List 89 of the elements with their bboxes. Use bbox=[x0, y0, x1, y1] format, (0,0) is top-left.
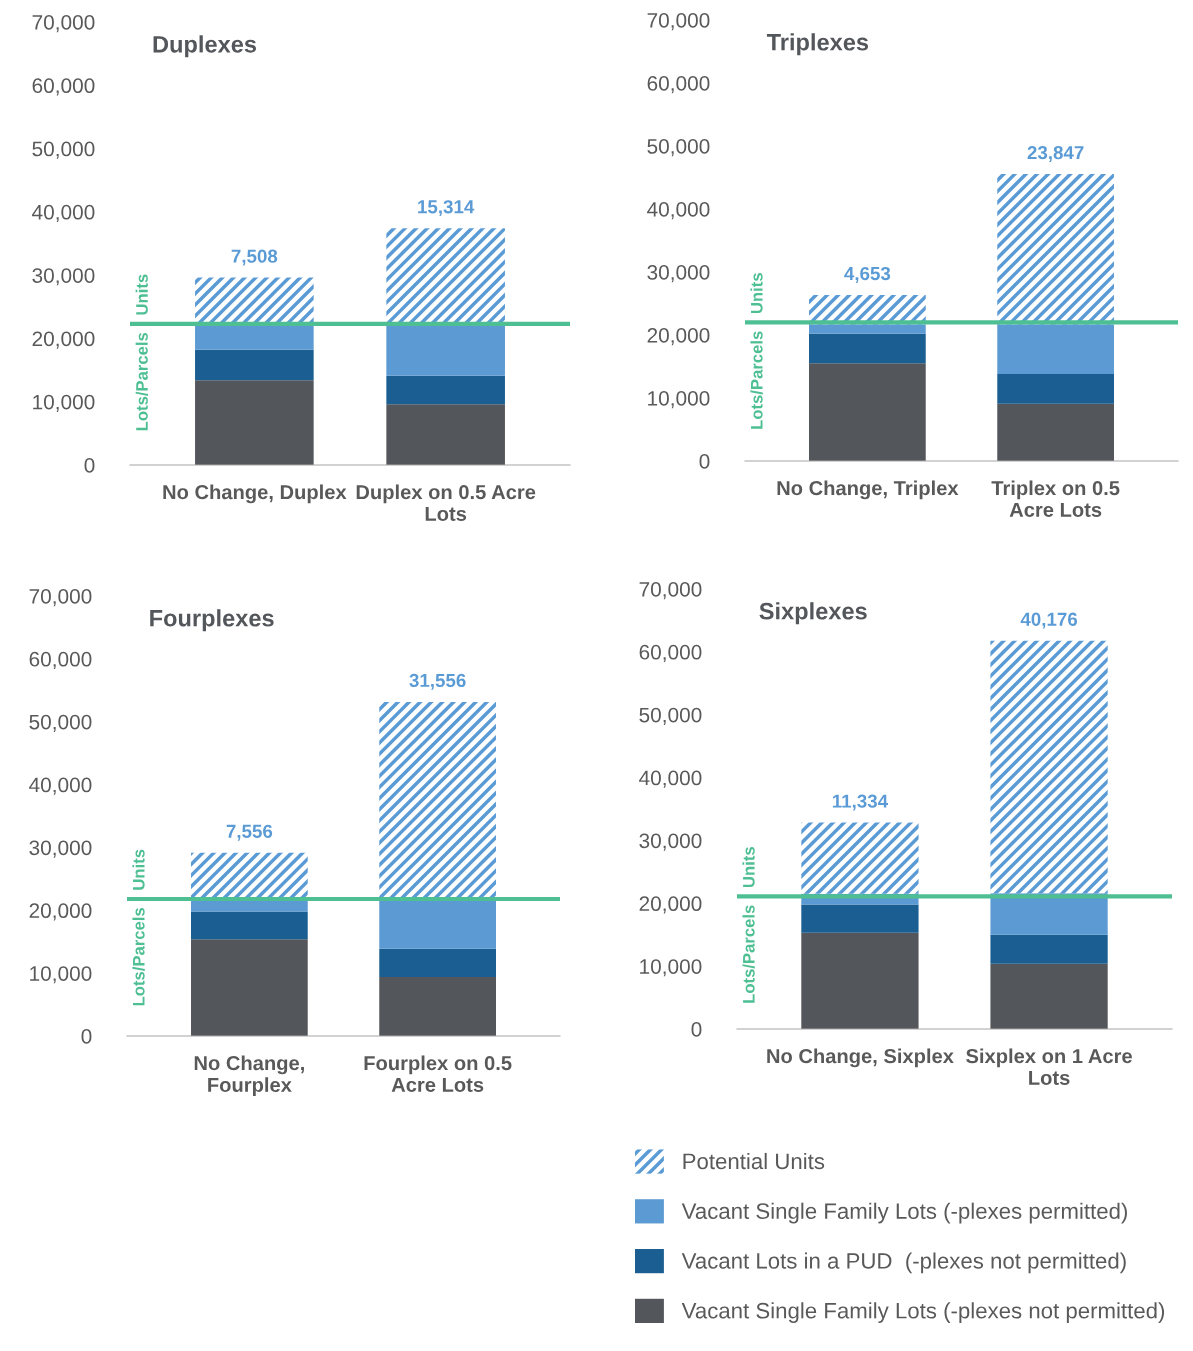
bar bbox=[379, 976, 496, 1036]
y-tick-label: 0 bbox=[81, 1029, 92, 1044]
bar bbox=[379, 948, 496, 977]
y-tick-label: 0 bbox=[691, 1022, 702, 1037]
data-label: 23,847 bbox=[1027, 145, 1084, 162]
y-tick-label: 20,000 bbox=[639, 896, 702, 914]
y-tick-label: 50,000 bbox=[29, 714, 92, 732]
bar bbox=[801, 904, 919, 933]
bar bbox=[990, 893, 1108, 935]
y-tick-label: 60,000 bbox=[29, 651, 92, 670]
bar bbox=[997, 374, 1114, 404]
y-tick-label: 50,000 bbox=[639, 707, 702, 725]
bar bbox=[191, 939, 308, 1036]
bar bbox=[191, 911, 308, 940]
y-tick-label: 30,000 bbox=[29, 840, 92, 858]
x-tick-label: No Change, Fourplex bbox=[194, 1055, 304, 1096]
y-tick-label: 70,000 bbox=[639, 582, 702, 600]
y-tick-label: 20,000 bbox=[647, 328, 710, 346]
bar bbox=[990, 640, 1108, 894]
y-tick-label: 60,000 bbox=[647, 76, 710, 94]
y-tick-label: 40,000 bbox=[32, 204, 95, 223]
chart-title: Sixplexes bbox=[759, 602, 867, 625]
bar bbox=[809, 363, 926, 461]
chart-title: Duplexes bbox=[153, 35, 257, 58]
y-tick-label: 0 bbox=[699, 454, 710, 469]
data-label: 15,314 bbox=[418, 200, 475, 217]
y-tick-label: 10,000 bbox=[33, 394, 95, 412]
data-label: 31,556 bbox=[409, 673, 466, 690]
x-tick-label: Fourplex on 0.5 Acre Lots bbox=[364, 1055, 512, 1092]
data-label: 7,508 bbox=[231, 249, 278, 266]
bar bbox=[997, 403, 1114, 461]
y-tick-label: 0 bbox=[84, 458, 95, 473]
legend-label: Vacant Lots in a PUD (-plexes not permitted) bbox=[681, 1252, 1126, 1274]
annotation: Units bbox=[750, 273, 763, 314]
data-label: 4,653 bbox=[844, 266, 891, 283]
bar bbox=[809, 333, 926, 364]
bar bbox=[195, 349, 314, 381]
x-tick-label: Sixplex on 1 Acre Lots bbox=[966, 1048, 1132, 1085]
y-tick-label: 30,000 bbox=[647, 265, 710, 283]
bar bbox=[386, 404, 505, 465]
y-tick-label: 50,000 bbox=[32, 141, 95, 159]
bar bbox=[990, 963, 1108, 1029]
bar bbox=[801, 822, 919, 894]
y-tick-label: 40,000 bbox=[639, 770, 702, 788]
y-tick-label: 20,000 bbox=[32, 331, 95, 349]
bar bbox=[195, 325, 314, 350]
bar bbox=[809, 324, 926, 334]
bar bbox=[195, 380, 314, 465]
y-tick-label: 60,000 bbox=[32, 78, 95, 96]
y-tick-label: 70,000 bbox=[29, 589, 92, 607]
legend-label: Vacant Single Family Lots (-plexes not permitted) bbox=[681, 1302, 1165, 1323]
x-tick-label: No Change, Duplex bbox=[163, 484, 347, 504]
data-label: 40,176 bbox=[1020, 612, 1078, 629]
annotation: Units bbox=[132, 849, 145, 890]
annotation: Lots/Parcels bbox=[742, 905, 755, 1003]
bar bbox=[997, 324, 1114, 375]
legend-label: Potential Units bbox=[683, 1152, 825, 1170]
y-tick-label: 50,000 bbox=[647, 139, 710, 157]
annotation: Units bbox=[135, 274, 148, 315]
annotation: Units bbox=[742, 847, 755, 888]
y-tick-label: 70,000 bbox=[647, 13, 710, 31]
chart-title: Triplexes bbox=[766, 33, 869, 56]
x-tick-label: No Change, Sixplex bbox=[767, 1048, 954, 1068]
legend-label: Vacant Single Family Lots (-plexes permitted) bbox=[681, 1202, 1127, 1224]
x-tick-label: Triplex on 0.5 Acre Lots bbox=[991, 480, 1120, 517]
x-tick-label: No Change, Triplex bbox=[777, 480, 959, 500]
annotation: Lots/Parcels bbox=[135, 332, 149, 431]
y-tick-label: 10,000 bbox=[30, 966, 92, 984]
bar bbox=[990, 934, 1108, 964]
y-tick-label: 30,000 bbox=[639, 833, 702, 851]
y-tick-label: 60,000 bbox=[639, 644, 702, 663]
data-label: 7,556 bbox=[226, 824, 273, 841]
y-tick-label: 20,000 bbox=[29, 903, 92, 921]
y-tick-label: 30,000 bbox=[32, 268, 95, 286]
bar bbox=[801, 932, 919, 1029]
data-label: 11,334 bbox=[832, 794, 888, 811]
y-tick-label: 10,000 bbox=[640, 959, 702, 977]
annotation: Lots/Parcels bbox=[750, 331, 763, 429]
x-tick-label: Duplex on 0.5 Acre Lots bbox=[356, 484, 536, 521]
y-tick-label: 40,000 bbox=[647, 202, 710, 220]
bar bbox=[379, 900, 496, 949]
chart-title: Fourplexes bbox=[150, 609, 274, 632]
bar bbox=[386, 325, 505, 376]
annotation: Lots/Parcels bbox=[132, 907, 145, 1006]
y-tick-label: 70,000 bbox=[32, 15, 95, 33]
y-tick-label: 10,000 bbox=[648, 391, 710, 409]
bar bbox=[386, 375, 505, 405]
y-tick-label: 40,000 bbox=[29, 777, 92, 795]
bar bbox=[191, 900, 308, 912]
